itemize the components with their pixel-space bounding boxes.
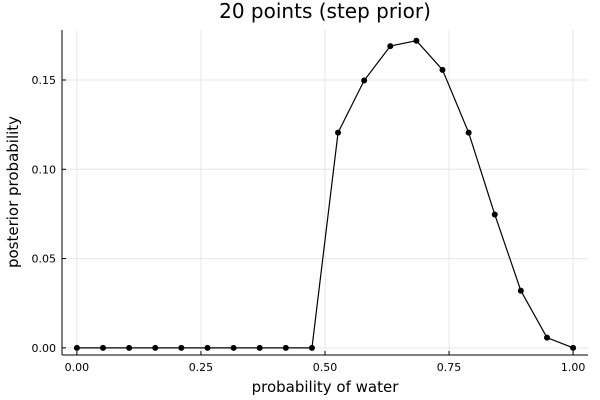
data-point bbox=[230, 344, 237, 351]
data-point bbox=[491, 211, 498, 218]
series bbox=[73, 37, 577, 351]
data-point bbox=[335, 129, 342, 136]
data-point bbox=[544, 334, 551, 341]
data-point bbox=[282, 344, 289, 351]
data-point bbox=[256, 344, 263, 351]
y-tick-label: 0.05 bbox=[32, 253, 57, 266]
y-tick-label: 0.10 bbox=[32, 163, 57, 176]
series-line bbox=[76, 40, 574, 349]
x-axis-label: probability of water bbox=[252, 378, 400, 396]
x-tick-label: 0.75 bbox=[437, 361, 462, 374]
data-point bbox=[152, 344, 159, 351]
y-axis-ticks: 0.00 0.05 0.10 0.15 bbox=[32, 74, 66, 355]
x-axis-ticks: 0.00 0.25 0.50 0.75 1.00 bbox=[65, 351, 586, 374]
data-point bbox=[439, 66, 446, 73]
data-point bbox=[413, 37, 420, 44]
y-tick-label: 0.15 bbox=[32, 74, 57, 87]
x-tick-label: 0.25 bbox=[189, 361, 214, 374]
x-tick-label: 0.00 bbox=[65, 361, 90, 374]
data-point bbox=[99, 344, 106, 351]
data-point bbox=[73, 344, 80, 351]
data-point bbox=[204, 344, 211, 351]
x-tick-label: 1.00 bbox=[561, 361, 586, 374]
data-point bbox=[465, 129, 472, 136]
data-point bbox=[308, 344, 315, 351]
x-tick-label: 0.50 bbox=[313, 361, 338, 374]
y-axis-label: posterior probability bbox=[4, 116, 22, 268]
data-point bbox=[361, 77, 368, 84]
y-tick-label: 0.00 bbox=[32, 342, 57, 355]
data-point bbox=[570, 344, 577, 351]
data-point bbox=[178, 344, 185, 351]
data-point bbox=[387, 43, 394, 50]
grid bbox=[62, 30, 588, 355]
data-point bbox=[517, 287, 524, 294]
data-point bbox=[126, 344, 133, 351]
chart-title: 20 points (step prior) bbox=[219, 0, 431, 23]
